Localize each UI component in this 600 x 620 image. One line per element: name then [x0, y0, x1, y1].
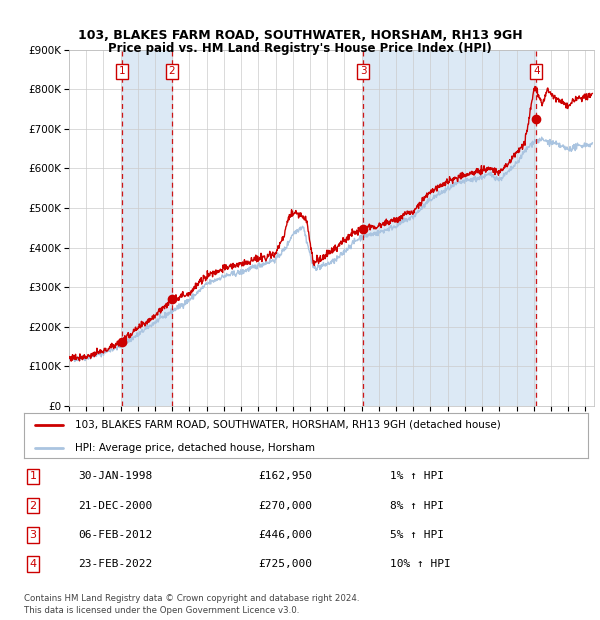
Text: £725,000: £725,000 [258, 559, 312, 569]
Bar [122, 50, 172, 406]
Text: £446,000: £446,000 [258, 529, 312, 540]
Text: 4: 4 [29, 559, 37, 569]
Text: 2: 2 [169, 66, 175, 76]
Text: 3: 3 [29, 529, 37, 540]
Text: 06-FEB-2012: 06-FEB-2012 [78, 529, 152, 540]
Text: 10% ↑ HPI: 10% ↑ HPI [390, 559, 451, 569]
Bar [364, 50, 536, 406]
Text: This data is licensed under the Open Government Licence v3.0.: This data is licensed under the Open Gov… [24, 606, 299, 614]
Text: 8% ↑ HPI: 8% ↑ HPI [390, 500, 444, 511]
Text: 1% ↑ HPI: 1% ↑ HPI [390, 471, 444, 482]
Text: 30-JAN-1998: 30-JAN-1998 [78, 471, 152, 482]
Text: 2: 2 [29, 500, 37, 511]
Text: 1: 1 [29, 471, 37, 482]
Text: Contains HM Land Registry data © Crown copyright and database right 2024.: Contains HM Land Registry data © Crown c… [24, 595, 359, 603]
Text: 5% ↑ HPI: 5% ↑ HPI [390, 529, 444, 540]
Text: Price paid vs. HM Land Registry's House Price Index (HPI): Price paid vs. HM Land Registry's House … [108, 42, 492, 55]
Text: 4: 4 [533, 66, 539, 76]
Text: HPI: Average price, detached house, Horsham: HPI: Average price, detached house, Hors… [75, 443, 315, 453]
Text: 3: 3 [360, 66, 367, 76]
Text: £162,950: £162,950 [258, 471, 312, 482]
Text: 1: 1 [119, 66, 125, 76]
Text: 103, BLAKES FARM ROAD, SOUTHWATER, HORSHAM, RH13 9GH (detached house): 103, BLAKES FARM ROAD, SOUTHWATER, HORSH… [75, 420, 500, 430]
Text: £270,000: £270,000 [258, 500, 312, 511]
Text: 21-DEC-2000: 21-DEC-2000 [78, 500, 152, 511]
Text: 23-FEB-2022: 23-FEB-2022 [78, 559, 152, 569]
Text: 103, BLAKES FARM ROAD, SOUTHWATER, HORSHAM, RH13 9GH: 103, BLAKES FARM ROAD, SOUTHWATER, HORSH… [77, 30, 523, 42]
